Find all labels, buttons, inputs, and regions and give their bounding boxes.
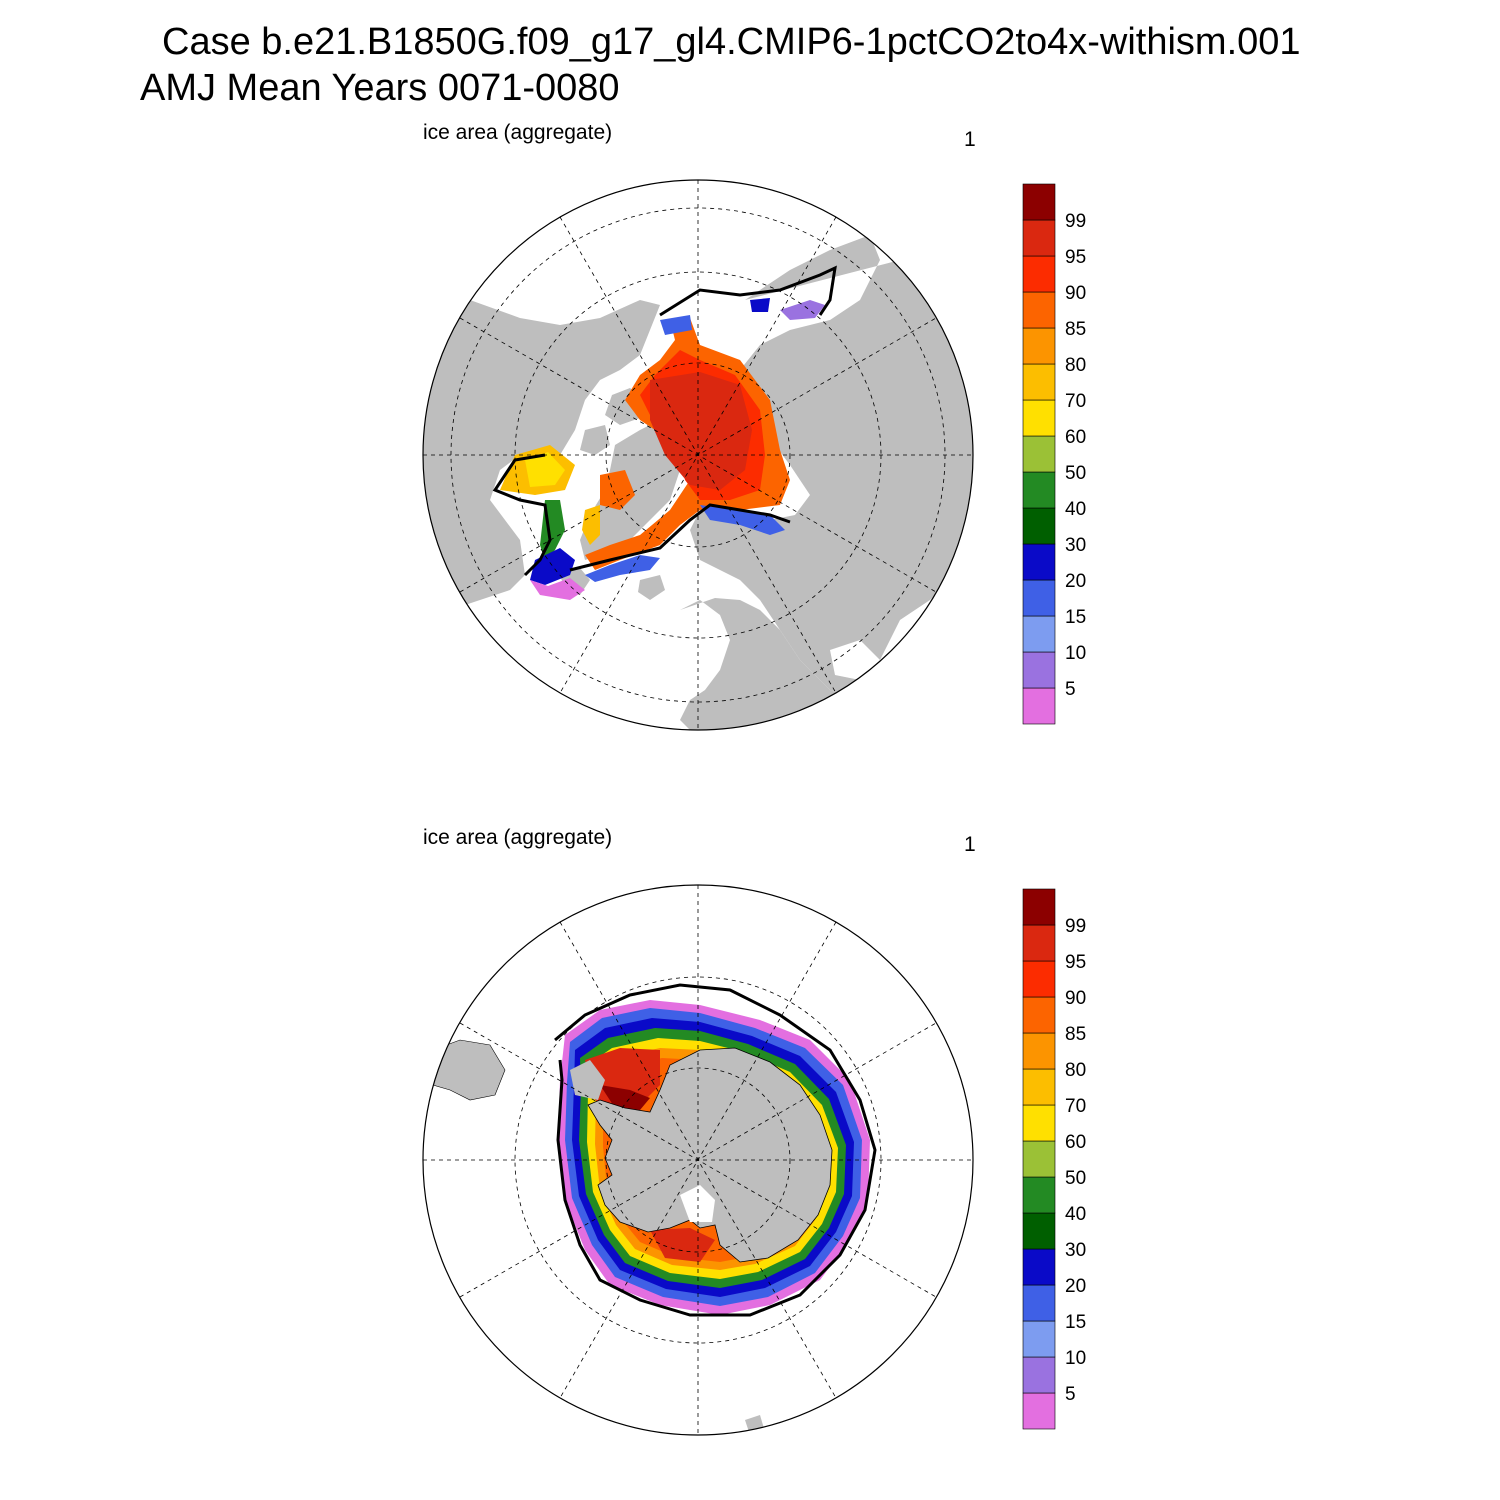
colorbar-swatch xyxy=(1022,327,1056,365)
north-map-border xyxy=(422,179,974,731)
colorbar-swatch xyxy=(1022,255,1056,293)
colorbar-level-label: 50 xyxy=(1065,1168,1086,1189)
colorbar-level-label: 30 xyxy=(1065,1240,1086,1261)
south-polar-map xyxy=(422,884,974,1436)
colorbar-swatch xyxy=(1022,924,1056,962)
colorbar-level-label: 70 xyxy=(1065,1096,1086,1117)
colorbar-level-label: 60 xyxy=(1065,427,1086,448)
colorbar-level-label: 5 xyxy=(1065,1384,1076,1405)
colorbar-swatch xyxy=(1022,1212,1056,1250)
north-colorbar: 5 10 15 20 30 40 50 60 70 80 85 90 95 99 xyxy=(1022,183,1086,725)
colorbar-level-label: 5 xyxy=(1065,679,1076,700)
colorbar-swatch xyxy=(1022,1032,1056,1070)
colorbar-level-label: 40 xyxy=(1065,499,1086,520)
colorbar-level-label: 85 xyxy=(1065,319,1086,340)
colorbar-swatch xyxy=(1022,543,1056,581)
south-extent-contour xyxy=(554,983,877,1317)
colorbar-swatch xyxy=(1022,399,1056,437)
colorbar-swatch xyxy=(1022,1284,1056,1322)
north-extent-contour xyxy=(492,265,837,577)
colorbar-swatch xyxy=(1022,1320,1056,1358)
north-polar-map xyxy=(422,179,974,731)
colorbar-swatch xyxy=(1022,1248,1056,1286)
figure-title-case: Case b.e21.B1850G.f09_g17_gl4.CMIP6-1pct… xyxy=(162,21,1301,63)
colorbar-level-label: 10 xyxy=(1065,643,1086,664)
colorbar-swatch xyxy=(1022,1392,1056,1430)
colorbar-swatch xyxy=(1022,888,1056,926)
colorbar-swatch xyxy=(1022,291,1056,329)
colorbar-swatch xyxy=(1022,579,1056,617)
north-graticule xyxy=(423,180,973,730)
colorbar-level-label: 99 xyxy=(1065,211,1086,232)
colorbar-swatch xyxy=(1022,1104,1056,1142)
figure-title-period: AMJ Mean Years 0071-0080 xyxy=(140,67,620,109)
south-panel-units-label: 1 xyxy=(964,833,976,856)
colorbar-level-label: 10 xyxy=(1065,1348,1086,1369)
colorbar-level-label: 30 xyxy=(1065,535,1086,556)
south-colorbar: 5 10 15 20 30 40 50 60 70 80 85 90 95 99 xyxy=(1022,888,1086,1430)
colorbar-swatch xyxy=(1022,996,1056,1034)
colorbar-level-label: 20 xyxy=(1065,571,1086,592)
colorbar-level-label: 80 xyxy=(1065,1060,1086,1081)
south-graticule xyxy=(423,885,973,1435)
colorbar-swatch xyxy=(1022,183,1056,221)
south-map-border xyxy=(422,884,974,1436)
north-panel-variable-label: ice area (aggregate) xyxy=(423,121,613,144)
colorbar-level-label: 90 xyxy=(1065,283,1086,304)
colorbar-swatch xyxy=(1022,507,1056,545)
colorbar-level-label: 15 xyxy=(1065,607,1086,628)
colorbar-swatch xyxy=(1022,1140,1056,1178)
colorbar-level-label: 95 xyxy=(1065,952,1086,973)
colorbar-level-label: 99 xyxy=(1065,916,1086,937)
colorbar-level-label: 90 xyxy=(1065,988,1086,1009)
colorbar-level-label: 60 xyxy=(1065,1132,1086,1153)
colorbar-swatch xyxy=(1022,687,1056,725)
colorbar-swatch xyxy=(1022,1068,1056,1106)
south-panel-variable-label: ice area (aggregate) xyxy=(423,826,613,849)
colorbar-swatch xyxy=(1022,1176,1056,1214)
colorbar-swatch xyxy=(1022,219,1056,257)
north-panel-units-label: 1 xyxy=(964,128,976,151)
colorbar-swatch xyxy=(1022,1356,1056,1394)
ross-ice-gap xyxy=(680,1185,715,1222)
colorbar-swatch xyxy=(1022,363,1056,401)
colorbar-level-label: 95 xyxy=(1065,247,1086,268)
colorbar-swatch xyxy=(1022,960,1056,998)
antarctica-land xyxy=(587,1047,833,1263)
colorbar-swatch xyxy=(1022,435,1056,473)
colorbar-swatch xyxy=(1022,651,1056,689)
colorbar-level-label: 70 xyxy=(1065,391,1086,412)
colorbar-level-label: 20 xyxy=(1065,1276,1086,1297)
north-ice-field xyxy=(500,298,825,600)
colorbar-level-label: 40 xyxy=(1065,1204,1086,1225)
colorbar-swatch xyxy=(1022,615,1056,653)
colorbar-swatch xyxy=(1022,471,1056,509)
colorbar-level-label: 80 xyxy=(1065,355,1086,376)
south-america-tip xyxy=(432,1039,506,1101)
antarctic-peninsula xyxy=(570,1060,605,1100)
colorbar-level-label: 15 xyxy=(1065,1312,1086,1333)
colorbar-level-label: 50 xyxy=(1065,463,1086,484)
colorbar-level-label: 85 xyxy=(1065,1024,1086,1045)
